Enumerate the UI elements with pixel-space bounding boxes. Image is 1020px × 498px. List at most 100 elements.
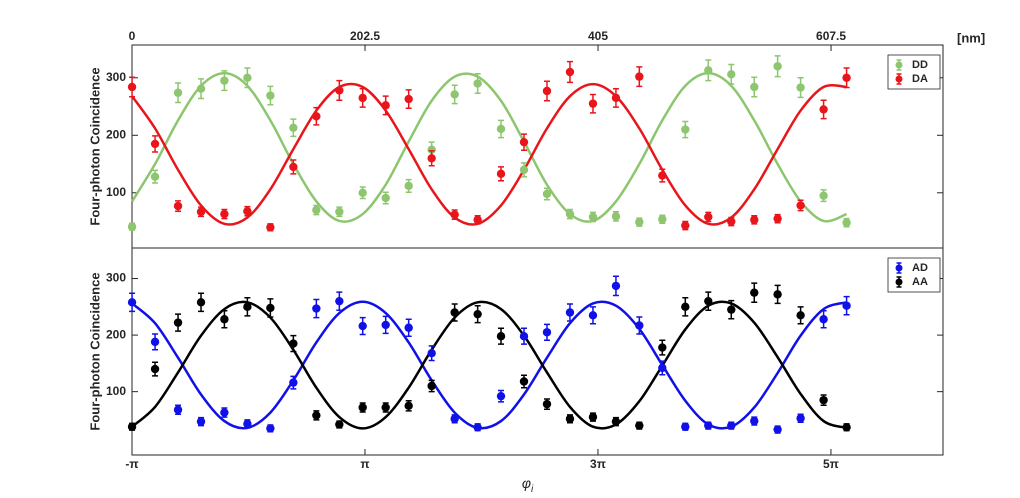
data-point	[727, 217, 736, 226]
data-point	[565, 308, 575, 317]
legend-marker	[895, 75, 903, 83]
data-point	[681, 125, 690, 134]
data-point	[358, 321, 367, 331]
x-tick-label: 5π	[823, 457, 839, 471]
legend-marker	[895, 264, 903, 272]
data-point	[542, 328, 552, 337]
data-point	[358, 188, 367, 197]
data-point	[427, 348, 436, 358]
data-point	[658, 171, 667, 180]
data-point	[796, 414, 805, 423]
fit-curve	[130, 71, 848, 223]
data-point	[312, 112, 321, 121]
data-point	[842, 301, 851, 310]
data-point	[796, 201, 805, 210]
data-point	[588, 412, 598, 422]
data-point	[220, 408, 229, 417]
data-point	[173, 88, 183, 97]
data-point	[565, 414, 575, 424]
data-point	[243, 302, 252, 312]
data-point	[243, 73, 252, 82]
legend-label: AD	[912, 262, 928, 274]
data-point	[358, 403, 367, 412]
data-point	[427, 381, 436, 391]
y-axis-label: Four-photon Coincidence	[87, 67, 102, 225]
data-point	[289, 339, 298, 348]
data-point	[588, 212, 598, 222]
fit-curve	[131, 300, 847, 430]
data-point	[842, 73, 851, 82]
y-tick-label: 200	[106, 127, 126, 141]
data-point	[773, 425, 782, 434]
data-point	[150, 139, 160, 149]
data-point	[335, 86, 344, 95]
data-point	[427, 154, 436, 163]
y-tick-label: 300	[106, 271, 126, 285]
data-point	[796, 83, 805, 92]
data-point	[404, 181, 413, 191]
data-point	[519, 377, 529, 386]
data-point	[611, 417, 621, 426]
legend-marker	[895, 278, 903, 286]
data-point	[588, 99, 598, 108]
data-point	[473, 215, 482, 225]
data-point	[196, 207, 206, 216]
data-point	[312, 304, 321, 313]
data-point	[796, 311, 805, 320]
plot-frame	[131, 247, 944, 456]
x-axis-symbol: φ	[522, 475, 531, 491]
data-point	[150, 337, 160, 347]
data-point	[635, 321, 644, 330]
data-point	[773, 62, 782, 71]
data-point	[127, 82, 137, 92]
data-point	[565, 209, 575, 219]
y-tick-label: 100	[106, 185, 126, 199]
data-point	[266, 303, 275, 313]
data-point	[681, 302, 690, 312]
data-point	[243, 419, 252, 429]
x2-tick-label: 202.5	[350, 29, 380, 43]
data-point	[266, 424, 275, 433]
data-point	[588, 311, 598, 320]
y-tick-label: 200	[106, 327, 126, 341]
data-point	[289, 378, 298, 387]
data-point	[220, 76, 229, 85]
data-point	[220, 315, 229, 324]
data-point	[243, 206, 252, 216]
data-point	[704, 66, 713, 75]
data-point	[519, 332, 529, 341]
data-point	[519, 137, 529, 147]
data-point	[819, 395, 828, 405]
data-point	[150, 364, 160, 374]
data-point	[750, 215, 759, 225]
data-point	[819, 315, 828, 324]
data-point	[450, 308, 459, 317]
data-point	[473, 423, 482, 432]
data-point	[727, 70, 736, 79]
legend-label: DA	[912, 73, 928, 85]
data-point	[173, 405, 183, 414]
data-point	[220, 209, 229, 219]
data-point	[173, 318, 183, 327]
data-point	[819, 191, 828, 200]
data-point	[312, 411, 321, 420]
data-point	[496, 124, 506, 134]
data-point	[473, 309, 482, 319]
data-point	[266, 91, 275, 100]
data-point	[750, 288, 759, 297]
data-point	[842, 423, 851, 432]
data-point	[266, 223, 275, 232]
x2-tick-label: 405	[588, 29, 608, 43]
x-tick-label: 3π	[590, 457, 606, 471]
data-point	[658, 343, 667, 352]
y-tick-label: 300	[106, 70, 126, 84]
data-point	[611, 93, 621, 103]
data-point	[496, 332, 506, 341]
fit-curve	[131, 300, 847, 430]
data-point	[635, 217, 644, 227]
data-point	[289, 162, 298, 172]
data-point	[542, 189, 552, 199]
data-point	[635, 72, 644, 81]
legend-label: DD	[912, 59, 928, 71]
